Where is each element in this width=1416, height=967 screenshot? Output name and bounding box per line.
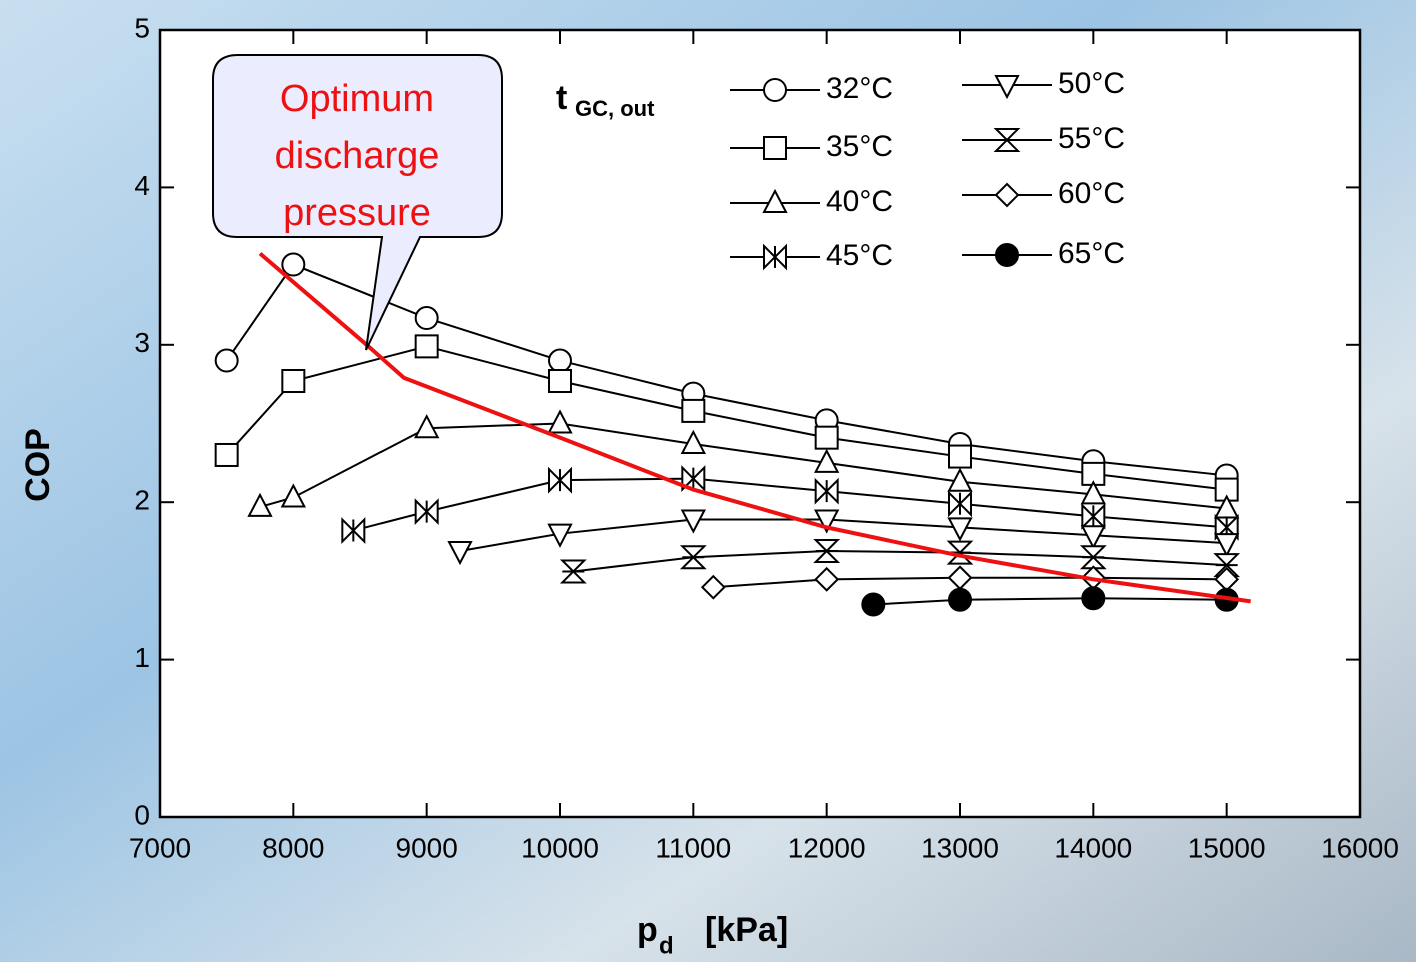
marker <box>1079 545 1107 570</box>
annotation: pressure <box>283 192 431 234</box>
x-tick-label: 8000 <box>262 832 324 863</box>
marker <box>948 444 972 469</box>
legend-label: 45°C <box>826 239 893 272</box>
marker <box>700 574 726 600</box>
legend-label: 55°C <box>1058 122 1125 155</box>
marker <box>861 592 886 617</box>
series-line <box>873 597 1227 606</box>
marker <box>559 559 587 584</box>
series-line <box>573 549 1227 573</box>
marker <box>762 188 788 213</box>
x-tick-label: 16000 <box>1321 832 1399 863</box>
marker <box>995 243 1019 267</box>
marker <box>547 523 573 548</box>
y-tick-label: 4 <box>134 170 150 201</box>
y-tick-label: 2 <box>134 485 150 516</box>
marker <box>681 465 706 493</box>
y-tick-label: 0 <box>134 799 150 830</box>
marker <box>281 252 306 277</box>
marker <box>814 477 839 505</box>
marker <box>414 334 439 359</box>
marker <box>447 540 473 566</box>
marker <box>1081 586 1106 611</box>
x-tick-label: 13000 <box>921 832 999 863</box>
marker <box>1213 553 1241 578</box>
marker <box>994 75 1020 100</box>
marker <box>994 182 1020 208</box>
marker <box>548 348 572 373</box>
marker <box>947 467 973 492</box>
x-tick-label: 11000 <box>655 832 731 863</box>
x-axis-label-sub: d <box>659 932 674 959</box>
y-tick-label: 5 <box>134 12 150 43</box>
x-tick-label: 12000 <box>788 832 866 863</box>
plot <box>214 251 1251 617</box>
marker <box>680 509 706 534</box>
marker <box>813 538 841 563</box>
marker <box>948 490 972 518</box>
marker <box>214 442 239 467</box>
legend-label: 50°C <box>1058 67 1125 100</box>
legend-label: 60°C <box>1058 177 1125 210</box>
marker <box>680 429 706 454</box>
marker <box>763 136 787 160</box>
marker <box>763 78 787 102</box>
x-tick-label: 10000 <box>521 832 599 863</box>
legend-title: t <box>556 79 567 117</box>
marker <box>763 243 787 271</box>
marker <box>1080 525 1106 550</box>
y-tick-label: 3 <box>134 327 150 358</box>
x-tick-label: 7000 <box>129 832 191 863</box>
x-tick-label: 9000 <box>396 832 458 863</box>
callout <box>212 54 503 351</box>
x-axis-unit: [kPa] <box>705 911 788 949</box>
marker <box>547 409 573 434</box>
marker <box>247 492 273 517</box>
marker <box>1214 533 1240 558</box>
x-tick-label: 15000 <box>1188 832 1266 863</box>
marker <box>548 466 572 494</box>
annotation: discharge <box>275 135 440 177</box>
marker <box>814 566 840 592</box>
y-tick-label: 1 <box>134 642 150 673</box>
legend-title-sub: GC, out <box>575 96 655 121</box>
marker <box>1081 502 1106 530</box>
marker <box>214 348 239 373</box>
legend-label: 32°C <box>826 72 893 105</box>
marker <box>281 369 306 394</box>
marker <box>414 306 439 331</box>
marker <box>814 509 840 534</box>
marker <box>947 517 973 542</box>
marker <box>814 425 839 450</box>
marker <box>681 398 706 423</box>
marker <box>814 448 840 473</box>
marker <box>548 369 572 394</box>
marker <box>993 128 1021 152</box>
marker <box>679 545 707 570</box>
x-tick-label: 14000 <box>1054 832 1132 863</box>
legend-label: 40°C <box>826 185 893 218</box>
series-line <box>353 477 1227 532</box>
marker <box>341 517 366 544</box>
plot-frame <box>158 28 1362 819</box>
legend-label: 35°C <box>826 130 893 163</box>
optimum-line <box>258 251 1251 604</box>
legend-label: 65°C <box>1058 237 1125 270</box>
marker <box>1080 480 1106 505</box>
marker <box>280 483 306 508</box>
marker <box>948 587 972 612</box>
y-axis-label: COP <box>19 428 57 502</box>
marker <box>414 414 440 439</box>
x-axis-label: p <box>637 911 658 949</box>
marker <box>414 498 439 526</box>
annotation: Optimum <box>280 78 434 120</box>
